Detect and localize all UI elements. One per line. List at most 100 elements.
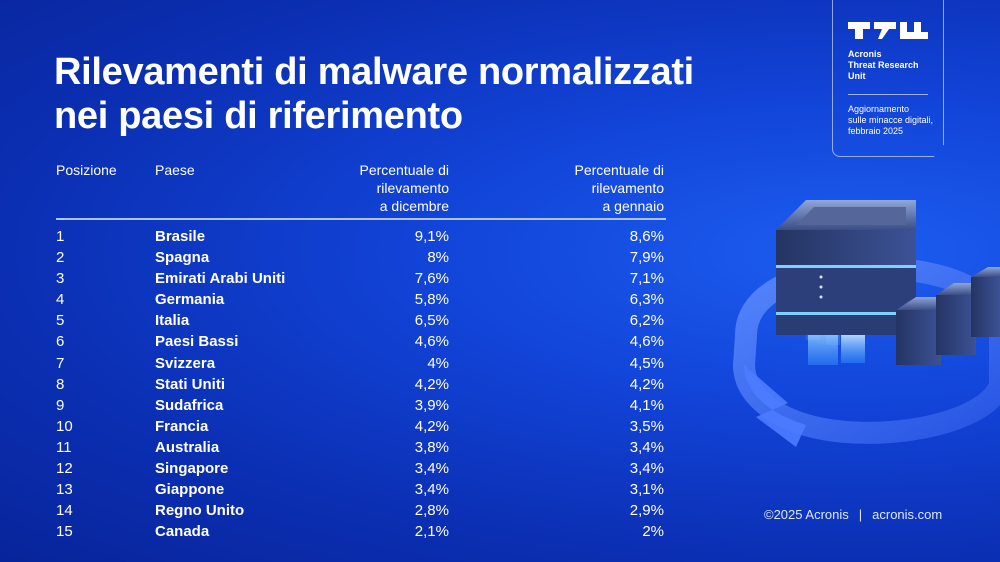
detection-table: Posizione Paese Percentuale di rilevamen… [56, 161, 666, 542]
column-header-december-line-3: a dicembre [379, 198, 449, 214]
cell-december: 6,5% [414, 312, 449, 330]
table-row: 3 Emirati Arabi Uniti 7,6% 7,1% [56, 268, 666, 289]
table-row: 7 Svizzera 4% 4,5% [56, 353, 666, 374]
cell-position: 13 [56, 481, 73, 499]
cell-december: 4,2% [414, 375, 449, 393]
tru-unit-line-3: Unit [848, 71, 866, 81]
footer-separator: | [858, 507, 863, 522]
table-body: 1 Brasile 9,1% 8,6% 2 Spagna 8% 7,9% 3 Emirati Ar… [56, 226, 666, 542]
cell-december: 7,6% [414, 270, 449, 288]
cell-position: 11 [56, 438, 72, 456]
cell-january: 7,9% [629, 249, 664, 267]
cell-january: 3,4% [629, 460, 664, 478]
cell-december: 4% [427, 354, 449, 372]
tru-logo-icon [848, 22, 928, 39]
cell-december: 3,4% [414, 481, 449, 499]
cell-december: 9,1% [414, 228, 449, 245]
cell-january: 3,5% [629, 417, 664, 435]
update-note-line-2: sulle minacce digitali, [848, 115, 934, 125]
cell-january: 3,4% [629, 438, 664, 456]
cell-december: 5,8% [414, 291, 449, 309]
cell-position: 8 [56, 375, 65, 393]
server-cycle-illustration-icon [732, 200, 1000, 447]
table-row: 5 Italia 6,5% 6,2% [56, 310, 666, 331]
cell-position: 7 [56, 354, 65, 372]
cell-position: 9 [56, 396, 65, 414]
cell-december: 2,8% [414, 502, 449, 520]
tru-unit-line-2: Threat Research [848, 60, 919, 70]
cell-country: Italia [155, 312, 190, 330]
table-header: Posizione Paese Percentuale di rilevamen… [56, 161, 666, 216]
footer-copyright: ©2025 Acronis [764, 507, 849, 522]
tru-unit-name: Acronis Threat Research Unit [848, 49, 943, 82]
cell-position: 10 [56, 417, 73, 435]
cell-january: 4,5% [629, 354, 664, 372]
table-row: 14 Regno Unito 2,8% 2,9% [56, 500, 666, 521]
column-header-january-line-3: a gennaio [602, 198, 664, 214]
cell-country: Stati Uniti [155, 375, 225, 393]
table-row: 13 Giappone 3,4% 3,1% [56, 479, 666, 500]
cell-position: 14 [56, 502, 73, 520]
cell-country: Emirati Arabi Uniti [155, 270, 286, 288]
cell-position: 6 [56, 333, 65, 351]
cell-january: 6,2% [629, 312, 664, 330]
cell-position: 5 [56, 312, 65, 330]
update-note: Aggiornamento sulle minacce digitali, fe… [848, 104, 943, 137]
badge-divider [848, 94, 928, 95]
cell-country: Giappone [155, 481, 225, 499]
cell-country: Singapore [155, 460, 229, 478]
table-row: 10 Francia 4,2% 3,5% [56, 416, 666, 437]
table-row: 8 Stati Uniti 4,2% 4,2% [56, 374, 666, 395]
table-row: 6 Paesi Bassi 4,6% 4,6% [56, 331, 666, 352]
column-header-country: Paese [155, 162, 195, 178]
update-note-line-1: Aggiornamento [848, 104, 910, 114]
cell-country: Brasile [155, 228, 206, 245]
footer: ©2025 Acronis | acronis.com [764, 507, 942, 522]
cell-december: 3,9% [414, 396, 449, 414]
column-header-january-line-2: rilevamento [591, 180, 664, 196]
cell-january: 7,1% [629, 270, 664, 288]
column-header-position: Posizione [56, 162, 117, 178]
cell-december: 8% [427, 249, 449, 267]
page-title-line-1: Rilevamenti di malware normalizzati [54, 51, 694, 93]
column-header-december: Percentuale di rilevamento a dicembre [319, 161, 449, 215]
cell-country: Regno Unito [155, 502, 245, 520]
table-row: 1 Brasile 9,1% 8,6% [56, 226, 666, 247]
cell-december: 2,1% [414, 523, 449, 541]
cell-country: Spagna [155, 249, 210, 267]
cell-country: Germania [155, 291, 225, 309]
column-header-january: Percentuale di rilevamento a gennaio [534, 161, 664, 215]
page-title-line-2: nei paesi di riferimento [54, 95, 463, 137]
cell-country: Sudafrica [155, 396, 224, 414]
cell-country: Canada [155, 523, 210, 541]
cell-position: 2 [56, 249, 65, 267]
footer-site-link[interactable]: acronis.com [872, 507, 943, 522]
cell-january: 2% [642, 523, 664, 541]
cell-january: 2,9% [629, 502, 664, 520]
table-row: 11 Australia 3,8% 3,4% [56, 437, 666, 458]
table-row: 15 Canada 2,1% 2% [56, 521, 666, 542]
tru-unit-line-1: Acronis [848, 49, 882, 59]
cell-country: Svizzera [155, 354, 216, 372]
cell-position: 15 [56, 523, 73, 541]
cell-position: 12 [56, 460, 73, 478]
cell-january: 6,3% [629, 291, 664, 309]
cell-december: 3,4% [414, 460, 449, 478]
cell-country: Francia [155, 417, 209, 435]
cell-january: 3,1% [629, 481, 664, 499]
cell-position: 4 [56, 291, 65, 309]
update-note-line-3: febbraio 2025 [848, 126, 904, 136]
header-divider [56, 218, 666, 220]
cell-january: 4,2% [629, 375, 664, 393]
table-row: 2 Spagna 8% 7,9% [56, 247, 666, 268]
column-header-december-line-1: Percentuale di [359, 162, 449, 178]
cell-january: 4,6% [629, 333, 664, 351]
column-header-january-line-1: Percentuale di [574, 162, 664, 178]
table-row: 12 Singapore 3,4% 3,4% [56, 458, 666, 479]
column-header-december-line-2: rilevamento [376, 180, 449, 196]
cell-january: 4,1% [629, 396, 664, 414]
table-row: 9 Sudafrica 3,9% 4,1% [56, 395, 666, 416]
cell-december: 4,2% [414, 417, 449, 435]
cell-december: 3,8% [414, 438, 449, 456]
cell-position: 3 [56, 270, 65, 288]
